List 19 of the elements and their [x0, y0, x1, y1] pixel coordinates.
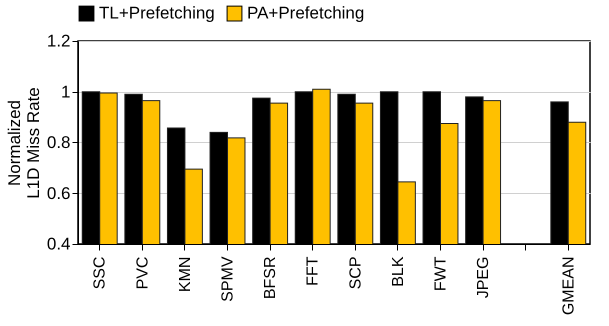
x-tick-label: SCP	[347, 256, 364, 290]
x-tick-label: GMEAN	[560, 256, 578, 316]
x-tick-label: FFT	[304, 256, 322, 286]
x-tick-label: FWT	[432, 256, 450, 292]
y-axis-title: Normalized L1D Miss Rate	[4, 87, 43, 199]
y-tick-label: 1.2	[46, 32, 70, 50]
x-tick-label: PVC	[134, 256, 152, 290]
y-tick-label: 0.8	[46, 133, 70, 152]
x-tick-label: BFSR	[262, 256, 280, 300]
y-tick-label: 1	[61, 82, 70, 102]
x-tick-label: KMN	[176, 256, 194, 292]
legend-label: TL+Prefetching	[99, 4, 215, 23]
x-tick-label: JPEG	[475, 256, 492, 298]
x-tick-label: SSC	[92, 256, 109, 290]
x-tick-label: SPMV	[220, 256, 237, 302]
y-tick-label: 0.6	[46, 184, 70, 203]
legend-label: PA+Prefetching	[247, 4, 364, 23]
y-tick-label: 0.4	[46, 234, 70, 254]
x-tick-label: BLK	[390, 256, 407, 287]
